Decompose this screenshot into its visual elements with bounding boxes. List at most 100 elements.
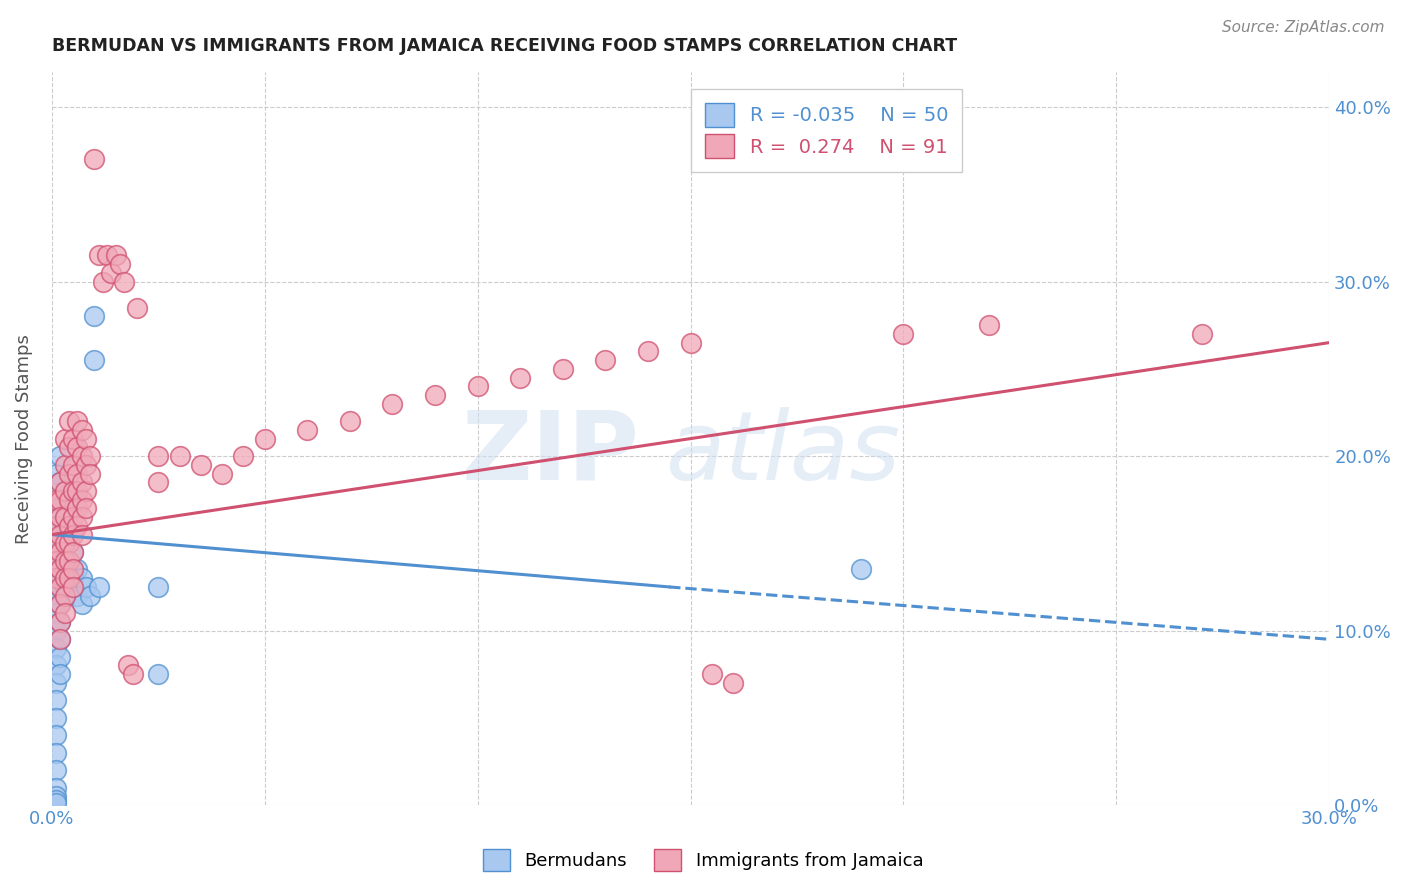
Point [58,492,80,507]
Point [45,728,67,742]
Point [49,615,72,629]
Y-axis label: Receiving Food Stamps: Receiving Food Stamps [15,334,32,543]
Text: ZIP: ZIP [461,407,640,500]
Point [721,676,744,690]
Point [45,793,67,807]
Point [49,667,72,681]
Point [595,353,617,368]
Point [49,510,72,524]
Point [49,598,72,612]
Point [53,432,76,446]
Point [45,693,67,707]
Point [849,562,872,576]
Point [62,545,84,559]
Point [53,519,76,533]
Point [104,248,127,262]
Point [339,414,361,428]
Point [70,598,93,612]
Point [45,797,67,811]
Point [49,580,72,594]
Point [148,580,170,594]
Point [83,353,105,368]
Point [53,536,76,550]
Point [211,467,233,481]
Point [45,640,67,655]
Point [148,449,170,463]
Point [509,370,531,384]
Point [49,527,72,541]
Point [45,746,67,760]
Point [53,580,76,594]
Point [75,432,97,446]
Point [49,519,72,533]
Point [49,632,72,647]
Point [169,449,191,463]
Point [58,536,80,550]
Legend: Bermudans, Immigrants from Jamaica: Bermudans, Immigrants from Jamaica [475,842,931,879]
Point [53,571,76,585]
Point [45,536,67,550]
Point [58,440,80,454]
Point [45,763,67,777]
Point [70,492,93,507]
Point [49,475,72,490]
Point [148,667,170,681]
Point [53,606,76,620]
Point [49,449,72,463]
Point [91,275,114,289]
Point [45,711,67,725]
Point [62,432,84,446]
Point [45,467,67,481]
Point [66,589,89,603]
Point [977,318,1000,333]
Point [70,475,93,490]
Point [49,598,72,612]
Point [96,248,118,262]
Point [45,658,67,673]
Point [45,501,67,516]
Point [66,519,89,533]
Point [83,153,105,167]
Point [53,483,76,498]
Point [66,467,89,481]
Point [53,458,76,472]
Text: Source: ZipAtlas.com: Source: ZipAtlas.com [1222,20,1385,35]
Point [45,589,67,603]
Point [58,467,80,481]
Point [79,449,101,463]
Text: BERMUDAN VS IMMIGRANTS FROM JAMAICA RECEIVING FOOD STAMPS CORRELATION CHART: BERMUDAN VS IMMIGRANTS FROM JAMAICA RECE… [52,37,957,55]
Point [70,449,93,463]
Point [253,432,276,446]
Point [66,483,89,498]
Point [58,492,80,507]
Point [58,414,80,428]
Point [53,589,76,603]
Point [45,571,67,585]
Point [45,780,67,795]
Point [62,510,84,524]
Point [75,458,97,472]
Point [53,510,76,524]
Point [49,562,72,576]
Point [45,554,67,568]
Point [66,414,89,428]
Point [75,483,97,498]
Point [49,475,72,490]
Point [62,562,84,576]
Point [75,501,97,516]
Point [87,248,110,262]
Point [66,501,89,516]
Point [66,440,89,454]
Point [79,589,101,603]
Point [297,423,319,437]
Point [58,519,80,533]
Point [58,571,80,585]
Point [49,545,72,559]
Point [70,571,93,585]
Point [423,388,446,402]
Point [108,257,131,271]
Point [232,449,254,463]
Point [45,571,67,585]
Point [700,667,723,681]
Text: atlas: atlas [665,407,900,500]
